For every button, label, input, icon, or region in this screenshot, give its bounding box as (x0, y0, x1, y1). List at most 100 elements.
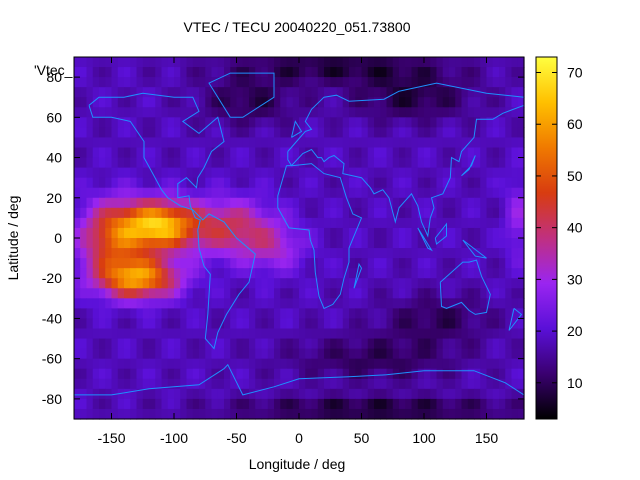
heat-cell (261, 338, 269, 350)
heat-cell (205, 137, 213, 149)
heat-cell (92, 97, 100, 108)
heat-cell (261, 358, 269, 370)
heat-cell (167, 77, 175, 88)
heat-cell (467, 338, 475, 350)
heat-cell (474, 87, 481, 98)
heat-cell (399, 137, 406, 149)
heat-cell (342, 147, 350, 159)
heat-cell (199, 137, 206, 149)
heat-cell (317, 368, 325, 380)
heat-cell (324, 318, 331, 330)
heat-cell (374, 177, 381, 189)
heat-cell (74, 398, 81, 410)
heat-cell (105, 238, 113, 249)
heat-cell (99, 107, 106, 118)
heat-cell (199, 227, 206, 239)
heat-cell (255, 177, 263, 189)
heat-cell (324, 207, 331, 219)
heat-cell (105, 187, 113, 199)
heat-cell (242, 217, 250, 229)
heat-cell (330, 147, 338, 159)
heat-cell (180, 217, 188, 229)
heat-cell (74, 197, 81, 209)
heat-cell (336, 137, 344, 149)
heat-cell (292, 348, 300, 360)
heat-cell (324, 298, 331, 309)
heat-cell (486, 157, 494, 169)
colorbar-tick-label: 60 (567, 116, 583, 132)
heat-cell (249, 368, 256, 380)
heat-cell (436, 288, 444, 299)
heat-cell (367, 328, 375, 340)
heat-cell (117, 398, 125, 410)
heat-cell (142, 298, 150, 309)
heat-cell (367, 338, 375, 350)
heat-cell (74, 127, 81, 139)
heat-cell (405, 87, 413, 98)
heat-cell (430, 268, 438, 279)
heat-cell (430, 318, 438, 330)
heat-cell (180, 167, 188, 179)
heat-cell (180, 318, 188, 330)
heat-cell (374, 57, 381, 68)
heat-cell (386, 378, 394, 390)
heat-cell (74, 77, 81, 88)
heat-cell (117, 238, 125, 249)
heat-cell (211, 157, 219, 169)
heat-cell (505, 398, 513, 410)
heat-cell (386, 227, 394, 239)
heat-cell (380, 378, 388, 390)
heat-cell (505, 258, 513, 269)
heat-cell (130, 127, 138, 139)
heat-cell (149, 308, 156, 320)
heat-cell (355, 197, 363, 209)
heat-cell (411, 57, 419, 68)
heat-cell (286, 127, 294, 139)
heat-cell (105, 117, 113, 128)
heat-cell (386, 67, 394, 78)
heat-cell (274, 408, 281, 420)
heat-cell (392, 338, 400, 350)
heat-cell (186, 67, 194, 78)
heat-cell (399, 227, 406, 239)
heat-cell (99, 288, 106, 299)
heat-cell (99, 57, 106, 68)
heat-cell (492, 57, 500, 68)
heat-cell (174, 348, 181, 360)
heat-cell (161, 328, 169, 340)
heat-cell (461, 147, 469, 159)
heat-cell (130, 217, 138, 229)
heat-cell (142, 117, 150, 128)
heat-cell (174, 308, 181, 320)
heat-cell (367, 248, 375, 259)
heat-cell (292, 368, 300, 380)
heat-cell (455, 57, 463, 68)
heat-cell (299, 157, 306, 169)
heat-cell (355, 308, 363, 320)
heat-cell (492, 187, 500, 199)
heat-cell (142, 308, 150, 320)
heat-cell (211, 127, 219, 139)
heat-cell (230, 97, 238, 108)
heat-cell (199, 87, 206, 98)
heat-cell (367, 67, 375, 78)
heat-cell (267, 157, 275, 169)
heat-cell (192, 87, 200, 98)
heat-cell (361, 398, 369, 410)
heat-cell (142, 328, 150, 340)
heat-cell (186, 157, 194, 169)
heat-cell (249, 187, 256, 199)
heat-cell (374, 298, 381, 309)
heat-cell (317, 177, 325, 189)
heat-cell (80, 167, 88, 179)
heat-cell (186, 107, 194, 118)
heat-cell (255, 408, 263, 420)
heat-cell (399, 278, 406, 289)
heat-cell (367, 368, 375, 380)
heat-cell (336, 358, 344, 370)
heat-cell (392, 408, 400, 420)
heat-cell (305, 318, 313, 330)
heat-cell (267, 197, 275, 209)
heat-cell (305, 97, 313, 108)
heat-cell (505, 278, 513, 289)
